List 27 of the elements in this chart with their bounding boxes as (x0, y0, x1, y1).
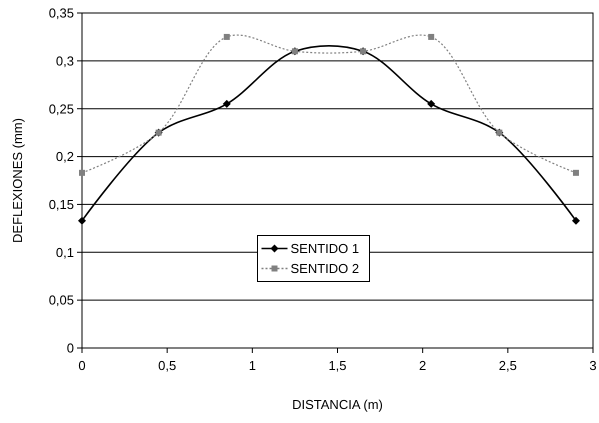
point (79, 170, 85, 176)
y-tick-label: 0,3 (56, 53, 74, 68)
point (222, 100, 231, 108)
point (78, 216, 86, 225)
x-axis-title: DISTANCIA (m) (292, 397, 383, 412)
x-tick-label: 1,5 (328, 358, 347, 373)
y-tick-label: 0 (66, 340, 74, 356)
x-tick-label: 0 (78, 358, 86, 373)
point (427, 100, 436, 108)
point (224, 34, 230, 40)
x-tick-label: 0,5 (158, 358, 176, 373)
x-tick-label: 1 (248, 358, 256, 373)
x-tick-label: 3 (589, 358, 597, 373)
y-tick-label: 0,05 (48, 292, 74, 308)
legend-label: SENTIDO 2 (290, 261, 360, 276)
legend-label: SENTIDO 1 (290, 241, 360, 256)
y-axis-title: DEFLEXIONES (mm) (10, 118, 25, 243)
x-tick-label: 2 (419, 358, 426, 373)
y-tick-label: 0,35 (48, 6, 74, 21)
x-tick-label: 2,5 (498, 358, 517, 373)
point (572, 170, 579, 176)
y-tick-label: 0,15 (48, 196, 74, 212)
point (428, 34, 434, 40)
y-tick-label: 0,1 (56, 244, 74, 260)
y-tick-label: 0,2 (56, 149, 74, 164)
y-tick-label: 0,25 (48, 101, 74, 116)
point (572, 216, 580, 225)
